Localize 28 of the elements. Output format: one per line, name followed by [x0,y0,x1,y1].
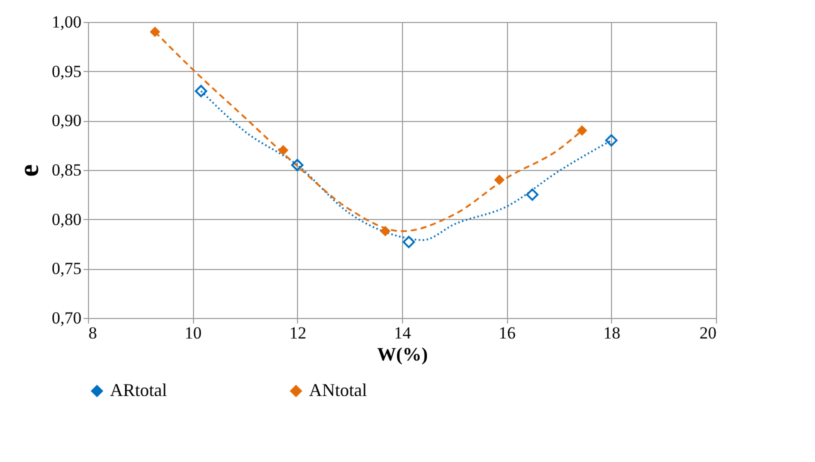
legend-label: ANtotal [309,380,367,400]
point [150,26,160,38]
point [380,226,390,236]
point [526,188,538,201]
point [278,145,288,156]
x-tick-label: 18 [603,324,620,342]
x-axis-title: W(%) [377,344,428,366]
point [576,125,588,136]
x-tick-label: 14 [394,324,412,342]
y-tick-label: 0,70 [52,308,82,328]
point [194,84,208,98]
y-tick-label: 0,75 [52,259,82,278]
y-tick-label: 0,80 [52,210,82,229]
y-tick-label: 0,95 [52,62,82,81]
y-axis-title: e [14,164,45,177]
point [605,134,618,147]
y-tick-label: 0,85 [52,160,82,180]
point [402,236,415,248]
point [291,158,304,172]
x-tick-label: 16 [498,324,516,342]
y-tick-label: 0,90 [52,111,82,130]
x-tick-label: 12 [289,324,306,342]
legend-label: ARtotal [110,380,167,400]
x-tick-label: 20 [700,324,716,342]
point [494,174,505,186]
x-tick-label: 10 [184,324,202,342]
y-tick-label: 1,00 [52,12,82,32]
x-tick-label: 8 [88,324,97,342]
